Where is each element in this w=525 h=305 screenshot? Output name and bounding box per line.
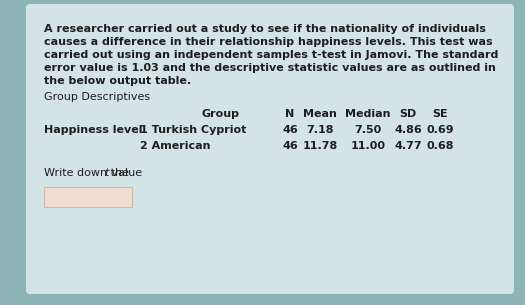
Text: 7.50: 7.50: [354, 125, 382, 135]
Text: 2 American: 2 American: [140, 141, 211, 151]
Text: Mean: Mean: [303, 109, 337, 119]
Text: Happiness level: Happiness level: [44, 125, 142, 135]
Text: Write down the: Write down the: [44, 168, 132, 178]
Text: 7.18: 7.18: [306, 125, 334, 135]
Text: value: value: [109, 168, 143, 178]
Text: 0.69: 0.69: [426, 125, 454, 135]
Text: error value is 1.03 and the descriptive statistic values are as outlined in: error value is 1.03 and the descriptive …: [44, 63, 496, 73]
Text: 11.78: 11.78: [302, 141, 338, 151]
Text: t: t: [104, 168, 108, 178]
Text: 46: 46: [282, 141, 298, 151]
Text: causes a difference in their relationship happiness levels. This test was: causes a difference in their relationshi…: [44, 37, 492, 47]
Text: 11.00: 11.00: [351, 141, 385, 151]
Text: Group Descriptives: Group Descriptives: [44, 92, 150, 102]
Text: A researcher carried out a study to see if the nationality of individuals: A researcher carried out a study to see …: [44, 24, 486, 34]
Text: 4.77: 4.77: [394, 141, 422, 151]
FancyBboxPatch shape: [26, 4, 514, 294]
Text: N: N: [286, 109, 295, 119]
Text: Median: Median: [345, 109, 391, 119]
Text: SD: SD: [400, 109, 417, 119]
Text: 46: 46: [282, 125, 298, 135]
Text: carried out using an independent samples t-test in Jamovi. The standard: carried out using an independent samples…: [44, 50, 498, 60]
Text: 0.68: 0.68: [426, 141, 454, 151]
FancyBboxPatch shape: [44, 187, 132, 207]
Text: Group: Group: [201, 109, 239, 119]
Text: 1 Turkish Cypriot: 1 Turkish Cypriot: [140, 125, 246, 135]
Text: 4.86: 4.86: [394, 125, 422, 135]
Text: SE: SE: [432, 109, 448, 119]
Text: the below output table.: the below output table.: [44, 76, 191, 86]
